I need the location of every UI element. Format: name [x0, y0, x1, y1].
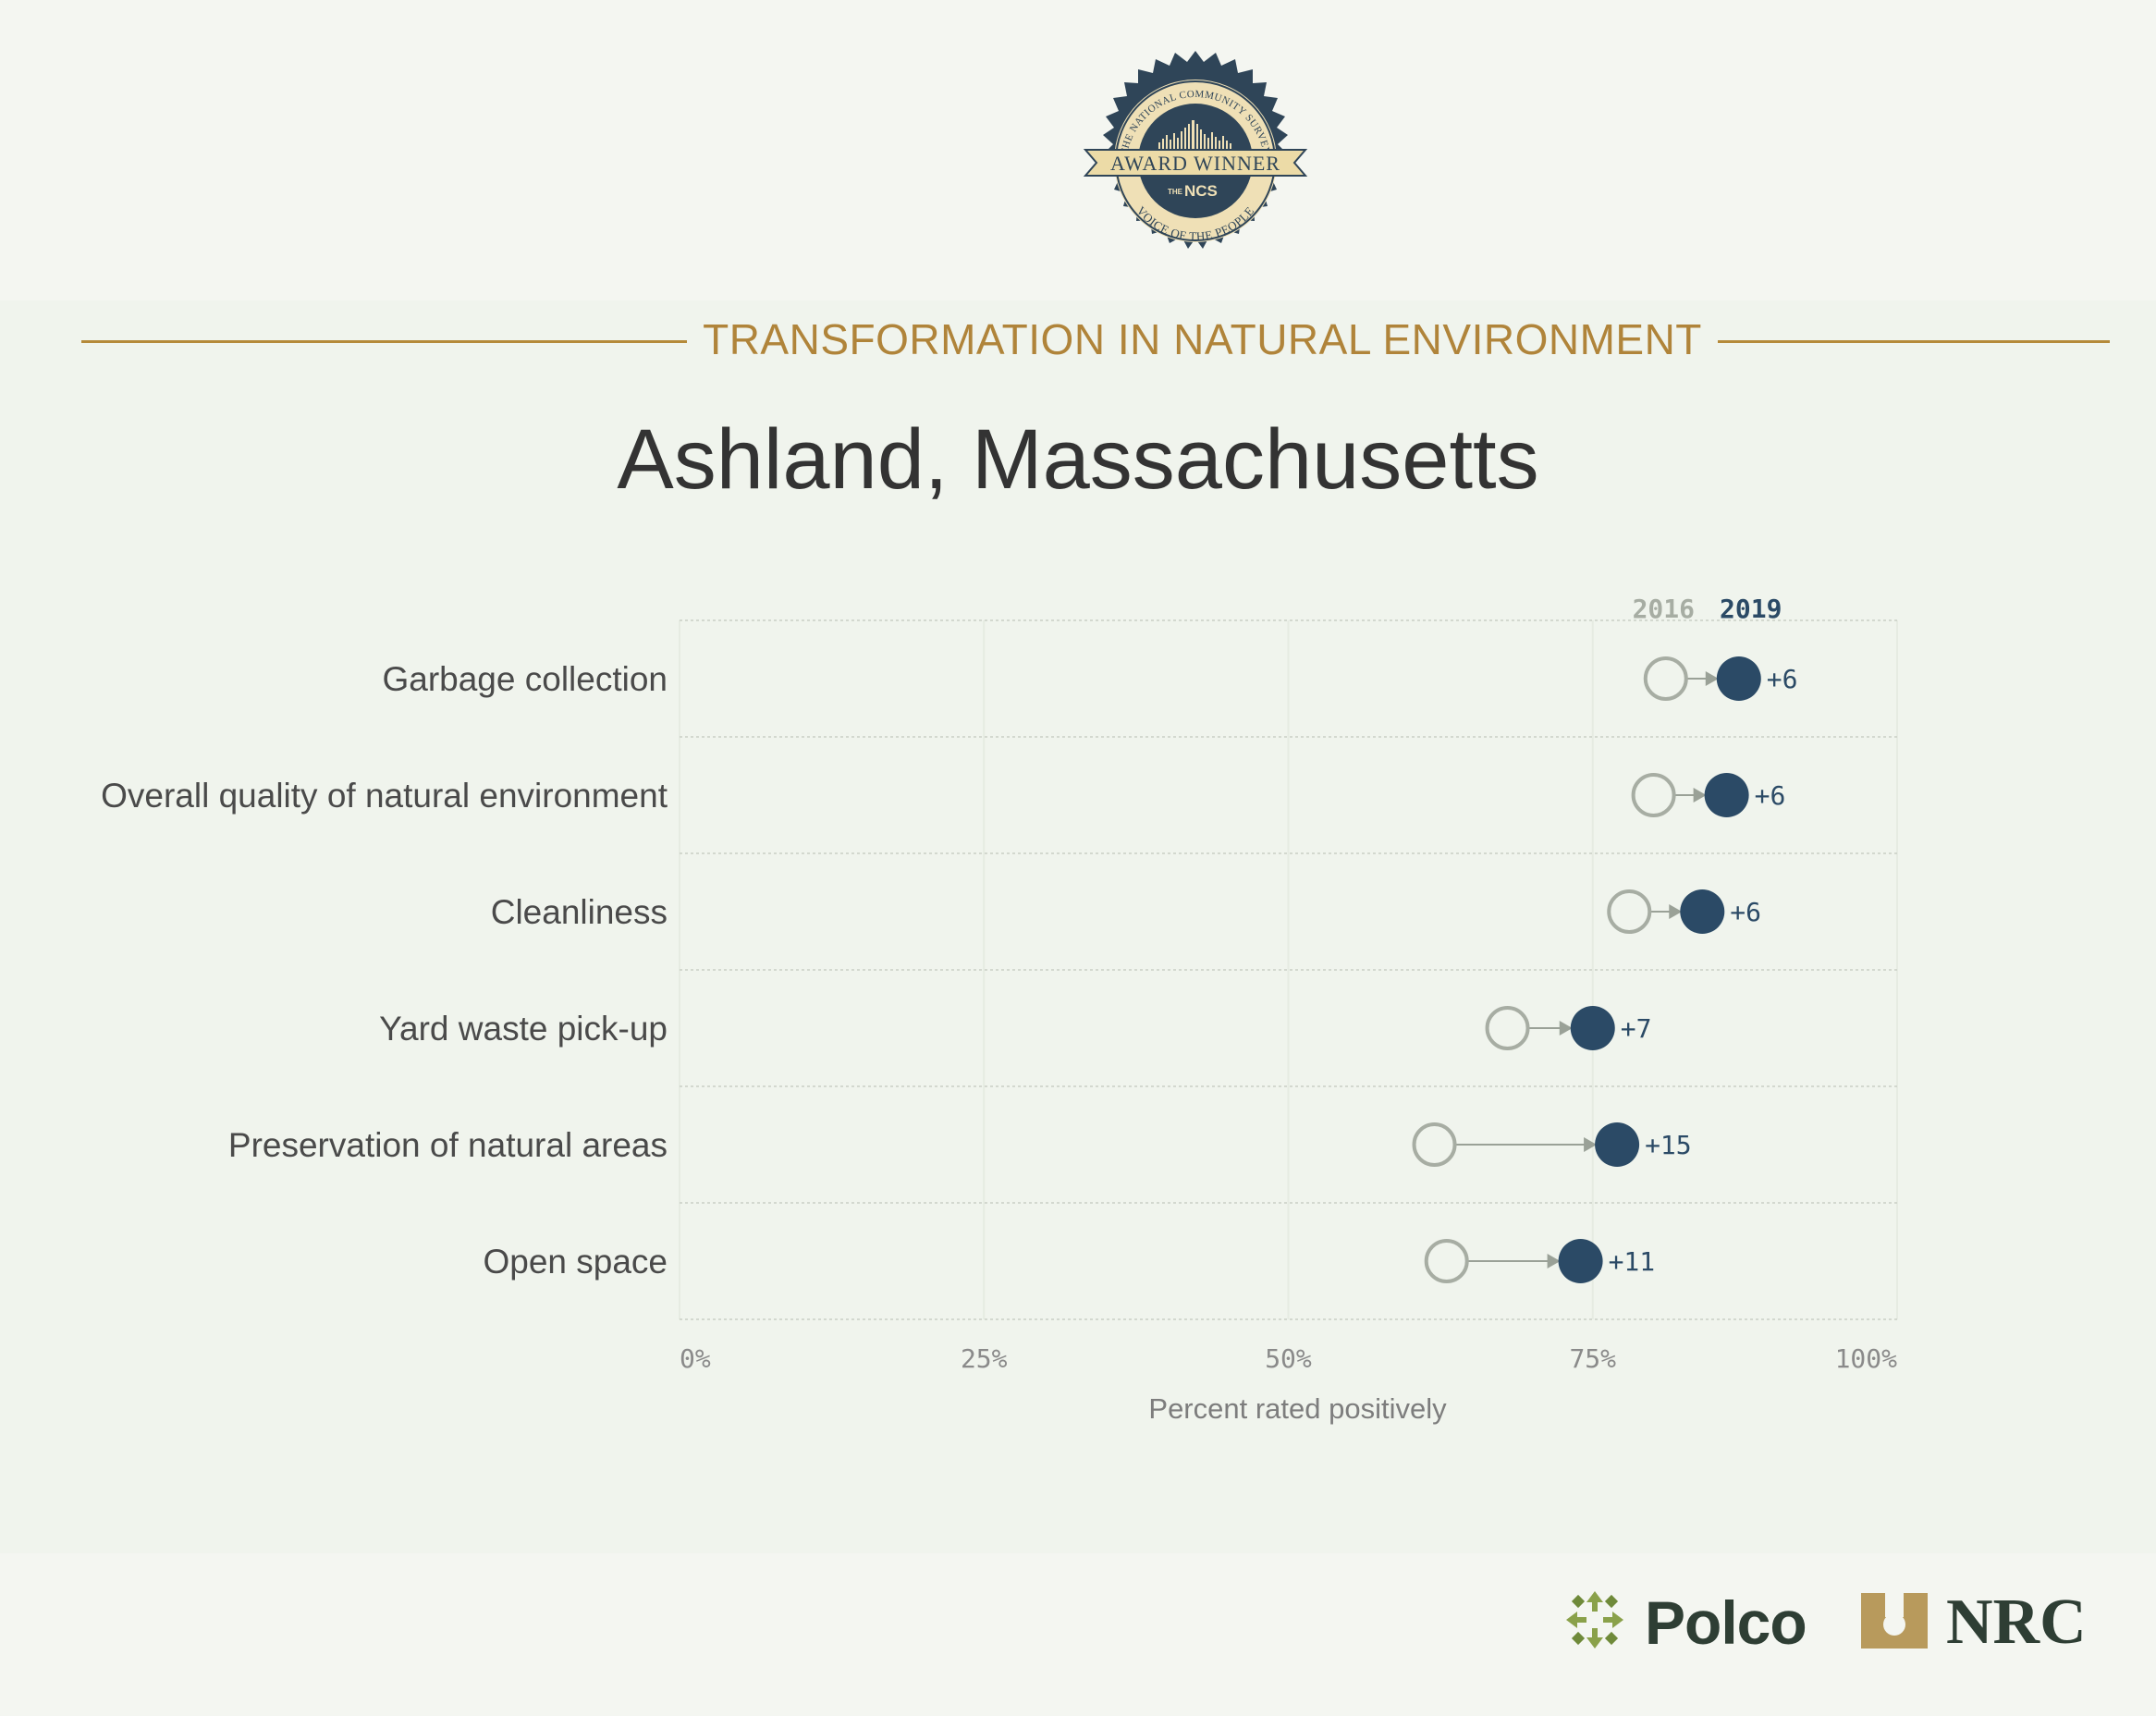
delta-label: +6	[1755, 780, 1786, 811]
x-tick-label: 50%	[1265, 1343, 1312, 1374]
category-label: Overall quality of natural environment	[101, 777, 668, 815]
point-2019	[1716, 656, 1761, 701]
x-tick-label: 0%	[680, 1343, 711, 1374]
award-ribbon	[1083, 149, 1308, 177]
point-2016	[1412, 1122, 1457, 1167]
category-label: Garbage collection	[382, 660, 668, 698]
category-labels: Garbage collection Overall quality of nat…	[101, 660, 668, 1281]
point-2016	[1424, 1239, 1469, 1283]
x-tick-label: 100%	[1835, 1343, 1898, 1374]
delta-label: +6	[1730, 897, 1761, 927]
nrc-logo-text: NRC	[1946, 1587, 2087, 1658]
change-arrowhead	[1669, 904, 1683, 919]
chart-legend: 2016 2019	[1633, 594, 1782, 624]
x-axis: 0% 25% 50% 75% 100% Percent rated positively	[680, 1343, 1897, 1425]
badge-banner-text: AWARD WINNER	[1110, 152, 1280, 175]
delta-label: +7	[1621, 1013, 1652, 1044]
badge-ncs-prefix: THE	[1168, 188, 1183, 196]
category-label: Open space	[483, 1243, 668, 1281]
nrc-logo-icon	[1861, 1593, 1928, 1649]
change-arrowhead	[1693, 788, 1707, 803]
chart-marks: +6 +6 +6 +7 +15 +11	[1412, 656, 1798, 1283]
change-arrowhead	[1705, 671, 1719, 686]
chart-panel	[0, 300, 2156, 1553]
section-rule-right	[1718, 340, 2110, 343]
badge-ncs-text: NCS	[1184, 182, 1218, 200]
point-2019	[1570, 1006, 1615, 1050]
legend-2019: 2019	[1720, 594, 1782, 624]
category-label: Yard waste pick-up	[379, 1010, 668, 1048]
point-2019	[1680, 889, 1725, 934]
point-2016	[1607, 889, 1652, 934]
x-axis-title: Percent rated positively	[1148, 1392, 1447, 1425]
change-arrowhead	[1584, 1137, 1598, 1152]
legend-2016: 2016	[1633, 594, 1695, 624]
page-title: Ashland, Massachusetts	[617, 412, 1539, 507]
delta-label: +11	[1609, 1246, 1656, 1277]
grid-lines	[679, 619, 1898, 1320]
section-title: TRANSFORMATION IN NATURAL ENVIRONMENT	[703, 315, 1702, 363]
point-2019	[1595, 1122, 1640, 1167]
point-2019	[1704, 773, 1749, 817]
point-2016	[1643, 656, 1688, 701]
footer-logos: Polco NRC	[1553, 1586, 2108, 1660]
delta-label: +6	[1767, 664, 1798, 694]
category-label: Preservation of natural areas	[228, 1126, 668, 1164]
point-2019	[1558, 1239, 1603, 1283]
category-label: Cleanliness	[491, 893, 668, 931]
award-badge: THE NATIONAL COMMUNITY SURVEY VOICE OF T…	[1083, 51, 1308, 249]
change-arrowhead	[1547, 1254, 1561, 1269]
x-tick-label: 25%	[961, 1343, 1008, 1374]
polco-logo-text: Polco	[1645, 1588, 1807, 1657]
skyline-icon	[1158, 120, 1231, 150]
point-2016	[1631, 773, 1676, 817]
section-rule-left	[81, 340, 687, 343]
point-2016	[1485, 1006, 1530, 1050]
x-tick-label: 75%	[1569, 1343, 1616, 1374]
delta-label: +15	[1645, 1130, 1692, 1160]
polco-logo-icon	[1566, 1591, 1623, 1649]
change-arrowhead	[1559, 1021, 1573, 1036]
